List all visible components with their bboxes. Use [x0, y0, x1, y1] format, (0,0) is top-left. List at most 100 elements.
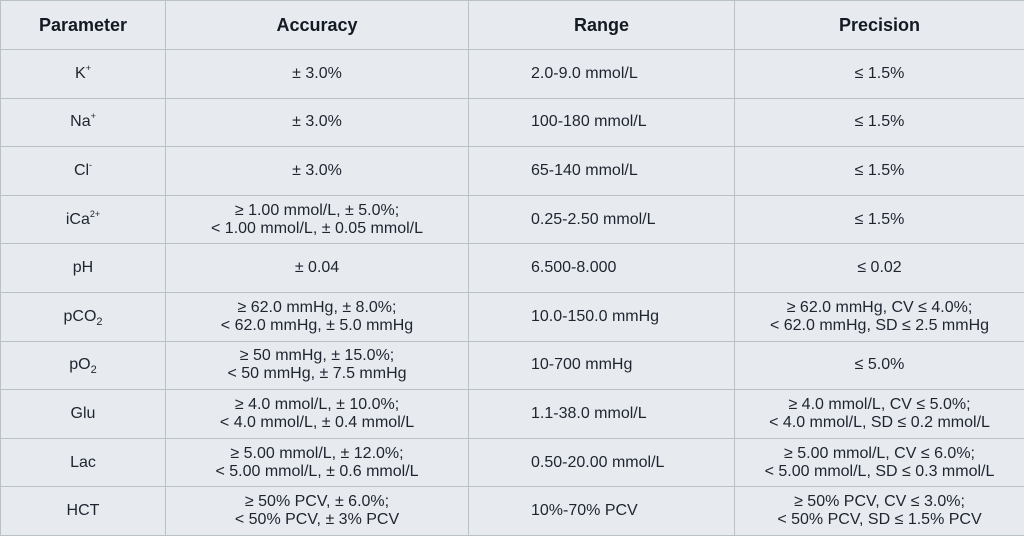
cell-range: 65-140 mmol/L	[468, 146, 735, 196]
precision-line: ≤ 5.0%	[854, 356, 905, 374]
cell-precision: ≤ 1.5%	[734, 194, 1024, 245]
accuracy-line: ≥ 1.00 mmol/L, ± 5.0%;	[234, 201, 400, 219]
cell-range: 10%-70% PCV	[468, 486, 735, 536]
accuracy-line: < 50 mmHg, ± 7.5 mmHg	[227, 365, 407, 383]
parameter-name: Na	[70, 113, 91, 131]
parameter-subscript: 2	[90, 364, 97, 377]
accuracy-line: < 4.0 mmol/L, ± 0.4 mmol/L	[219, 413, 415, 431]
cell-parameter: Lac	[0, 437, 166, 488]
accuracy-line: ± 3.0%	[292, 64, 342, 82]
cell-accuracy: ≥ 50 mmHg, ± 15.0%; < 50 mmHg, ± 7.5 mmHg	[165, 340, 469, 391]
table-row: Lac ≥ 5.00 mmol/L, ± 12.0%; < 5.00 mmol/L,…	[0, 437, 1024, 488]
cell-range: 6.500-8.000	[468, 243, 735, 293]
accuracy-line: ≥ 5.00 mmol/L, ± 12.0%;	[230, 444, 404, 462]
header-accuracy: Accuracy	[165, 0, 469, 50]
precision-line: < 5.00 mmol/L, SD ≤ 0.3 mmol/L	[764, 462, 995, 480]
table-row: Glu ≥ 4.0 mmol/L, ± 10.0%; < 4.0 mmol/L, ±…	[0, 389, 1024, 439]
accuracy-line: ± 3.0%	[292, 113, 342, 131]
accuracy-line: < 1.00 mmol/L, ± 0.05 mmol/L	[211, 219, 423, 237]
cell-accuracy: ≥ 50% PCV, ± 6.0%; < 50% PCV, ± 3% PCV	[165, 486, 469, 536]
accuracy-line: < 5.00 mmol/L, ± 0.6 mmol/L	[215, 462, 419, 480]
parameter-subscript: 2	[96, 315, 103, 328]
cell-precision: ≥ 4.0 mmol/L, CV ≤ 5.0%; < 4.0 mmol/L, SD…	[734, 389, 1024, 439]
table-row: pCO2 ≥ 62.0 mmHg, ± 8.0%; < 62.0 mmHg, ± 5…	[0, 291, 1024, 342]
parameter-name: K	[75, 64, 86, 82]
parameter-superscript: 2+	[89, 208, 101, 219]
table-row: Cl- ± 3.0% 65-140 mmol/L ≤ 1.5%	[0, 146, 1024, 196]
cell-precision: ≥ 62.0 mmHg, CV ≤ 4.0%; < 62.0 mmHg, SD ≤…	[734, 291, 1024, 342]
table-row: K+ ± 3.0% 2.0-9.0 mmol/L ≤ 1.5%	[0, 49, 1024, 99]
cell-accuracy: ≥ 1.00 mmol/L, ± 5.0%; < 1.00 mmol/L, ± 0…	[165, 194, 469, 245]
cell-precision: ≤ 1.5%	[734, 146, 1024, 196]
accuracy-line: ≥ 50 mmHg, ± 15.0%;	[239, 347, 395, 365]
cell-parameter: HCT	[0, 486, 166, 536]
parameter-name: Cl	[73, 161, 90, 179]
parameter-name: Lac	[70, 453, 96, 471]
parameter-name: pO	[69, 356, 91, 374]
precision-line: ≥ 5.00 mmol/L, CV ≤ 6.0%;	[784, 444, 975, 462]
cell-precision: ≥ 5.00 mmol/L, CV ≤ 6.0%; < 5.00 mmol/L, …	[734, 437, 1024, 488]
header-precision: Precision	[734, 0, 1024, 50]
precision-line: ≤ 1.5%	[854, 64, 905, 82]
parameter-name: pCO	[63, 307, 97, 325]
precision-line: ≤ 0.02	[857, 259, 902, 277]
cell-parameter: iCa2+	[0, 194, 166, 245]
cell-range: 10-700 mmHg	[468, 340, 735, 391]
accuracy-line: ≥ 50% PCV, ± 6.0%;	[244, 493, 390, 511]
precision-line: ≤ 1.5%	[854, 161, 905, 179]
cell-precision: ≤ 0.02	[734, 243, 1024, 293]
parameter-name: HCT	[66, 502, 100, 520]
accuracy-line: ± 0.04	[294, 259, 340, 277]
parameter-name: iCa	[65, 210, 90, 228]
cell-accuracy: ± 3.0%	[165, 49, 469, 99]
table-row: pO2 ≥ 50 mmHg, ± 15.0%; < 50 mmHg, ± 7.5 m…	[0, 340, 1024, 391]
cell-range: 1.1-38.0 mmol/L	[468, 389, 735, 439]
cell-range: 0.50-20.00 mmol/L	[468, 437, 735, 488]
table-row: Na+ ± 3.0% 100-180 mmol/L ≤ 1.5%	[0, 97, 1024, 148]
precision-line: ≤ 1.5%	[854, 113, 905, 131]
header-parameter: Parameter	[0, 0, 166, 50]
cell-parameter: pO2	[0, 340, 166, 391]
table-row: pH ± 0.04 6.500-8.000 ≤ 0.02	[0, 243, 1024, 293]
cell-precision: ≥ 50% PCV, CV ≤ 3.0%; < 50% PCV, SD ≤ 1.5…	[734, 486, 1024, 536]
parameter-superscript: +	[90, 111, 96, 122]
precision-line: < 4.0 mmol/L, SD ≤ 0.2 mmol/L	[769, 413, 990, 431]
accuracy-line: < 62.0 mmHg, ± 5.0 mmHg	[220, 316, 414, 334]
cell-accuracy: ≥ 62.0 mmHg, ± 8.0%; < 62.0 mmHg, ± 5.0 m…	[165, 291, 469, 342]
table-row: HCT ≥ 50% PCV, ± 6.0%; < 50% PCV, ± 3% PCV…	[0, 486, 1024, 536]
accuracy-line: ≥ 62.0 mmHg, ± 8.0%;	[237, 298, 397, 316]
header-row: Parameter Accuracy Range Precision	[0, 0, 1024, 50]
parameter-name: Glu	[70, 404, 96, 422]
parameter-name: pH	[72, 259, 94, 277]
cell-precision: ≤ 1.5%	[734, 49, 1024, 99]
precision-line: ≥ 4.0 mmol/L, CV ≤ 5.0%;	[788, 395, 971, 413]
cell-range: 100-180 mmol/L	[468, 97, 735, 148]
cell-precision: ≤ 5.0%	[734, 340, 1024, 391]
cell-parameter: Na+	[0, 97, 166, 148]
cell-parameter: Glu	[0, 389, 166, 439]
precision-line: ≥ 62.0 mmHg, CV ≤ 4.0%;	[786, 298, 973, 316]
accuracy-line: ± 3.0%	[292, 161, 342, 179]
parameter-superscript: +	[85, 62, 91, 73]
precision-line: ≥ 50% PCV, CV ≤ 3.0%;	[794, 493, 965, 511]
cell-range: 10.0-150.0 mmHg	[468, 291, 735, 342]
cell-accuracy: ± 0.04	[165, 243, 469, 293]
accuracy-line: < 50% PCV, ± 3% PCV	[234, 511, 400, 529]
precision-line: ≤ 1.5%	[854, 210, 905, 228]
precision-line: < 62.0 mmHg, SD ≤ 2.5 mmHg	[769, 316, 990, 334]
cell-parameter: K+	[0, 49, 166, 99]
cell-range: 2.0-9.0 mmol/L	[468, 49, 735, 99]
cell-accuracy: ≥ 4.0 mmol/L, ± 10.0%; < 4.0 mmol/L, ± 0.…	[165, 389, 469, 439]
table-body: K+ ± 3.0% 2.0-9.0 mmol/L ≤ 1.5% Na+ ± 3.0% 100…	[0, 49, 1024, 536]
cell-range: 0.25-2.50 mmol/L	[468, 194, 735, 245]
cell-accuracy: ≥ 5.00 mmol/L, ± 12.0%; < 5.00 mmol/L, ± …	[165, 437, 469, 488]
parameter-superscript: -	[89, 159, 93, 170]
precision-line: < 50% PCV, SD ≤ 1.5% PCV	[777, 511, 982, 529]
cell-accuracy: ± 3.0%	[165, 97, 469, 148]
cell-parameter: pH	[0, 243, 166, 293]
table-row: iCa2+ ≥ 1.00 mmol/L, ± 5.0%; < 1.00 mmol/L…	[0, 194, 1024, 245]
cell-accuracy: ± 3.0%	[165, 146, 469, 196]
cell-parameter: Cl-	[0, 146, 166, 196]
accuracy-line: ≥ 4.0 mmol/L, ± 10.0%;	[234, 395, 400, 413]
